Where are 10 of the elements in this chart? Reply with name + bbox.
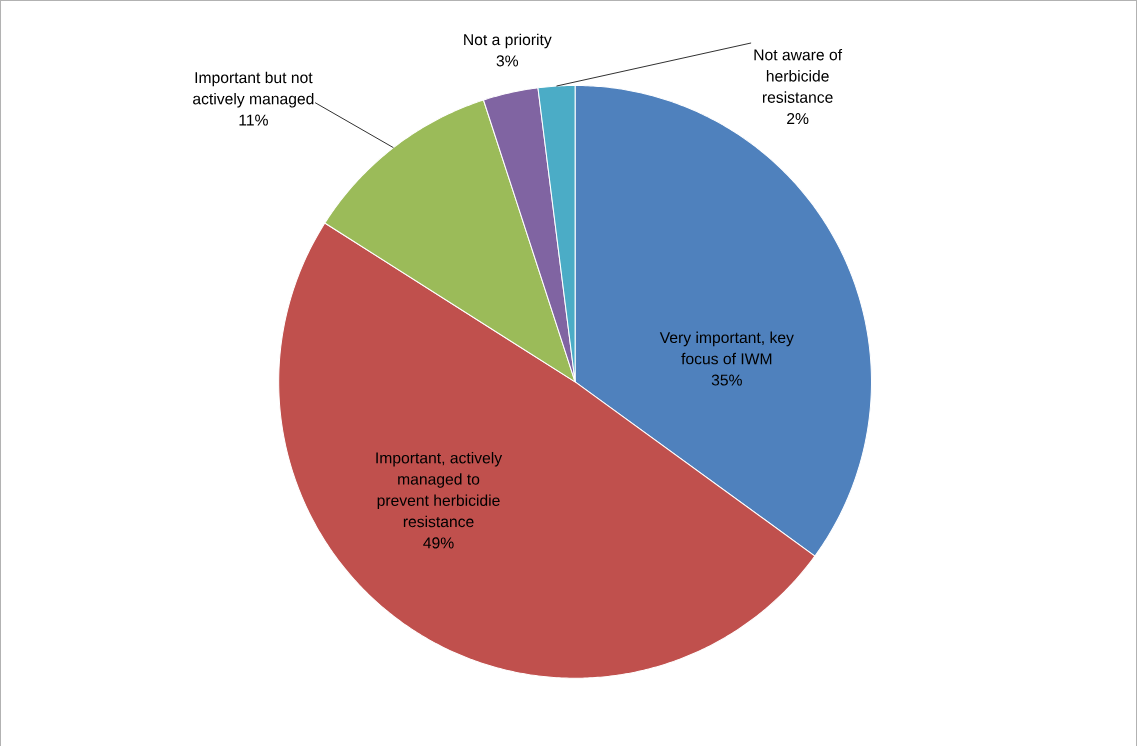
slice-label: Not aware of herbicide resistance bbox=[754, 49, 843, 104]
data-label: 3% bbox=[496, 55, 519, 67]
data-label: 2% bbox=[787, 113, 809, 125]
slice-label: Very important, key focus of IWM bbox=[659, 331, 794, 365]
slice-label: Important, actively managed to prevent herbicidie resistance bbox=[376, 452, 503, 528]
data-label: 11% bbox=[239, 114, 268, 126]
data-label: 49% bbox=[423, 537, 454, 549]
slice-label: Important but not actively managed bbox=[193, 71, 314, 108]
slice-label: Not a priority bbox=[464, 33, 552, 49]
data-label: 35% bbox=[711, 374, 742, 386]
